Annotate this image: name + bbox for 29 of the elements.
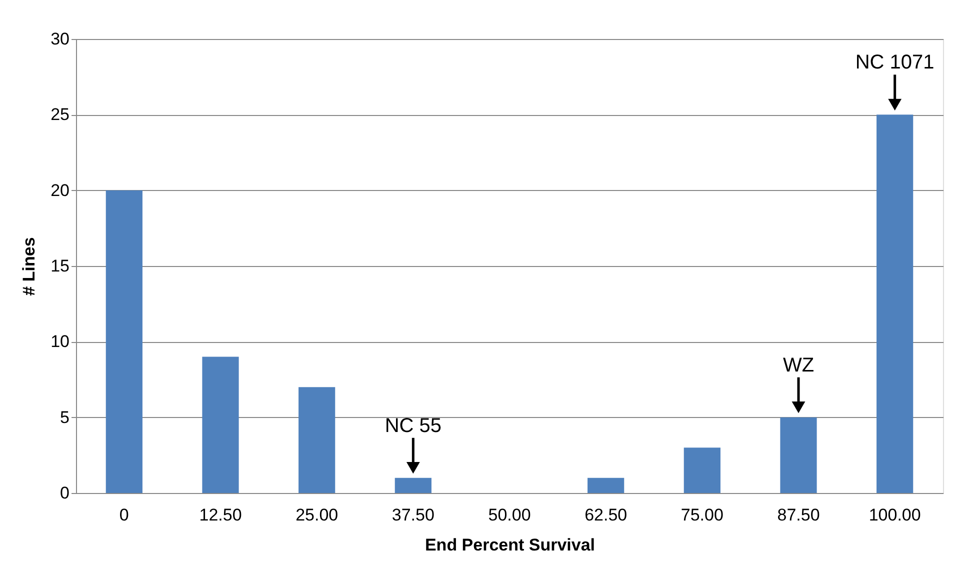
bar — [106, 190, 142, 493]
x-tick-label: 25.00 — [296, 506, 338, 524]
bar — [298, 387, 336, 493]
x-tick-label: 75.00 — [680, 506, 724, 524]
x-tick-label: 37.50 — [392, 506, 434, 524]
x-tick-label: 62.50 — [584, 506, 628, 524]
y-tick-label: 5 — [60, 408, 70, 427]
bar — [684, 448, 720, 493]
bar — [202, 356, 239, 493]
annotation: NC 1071 — [855, 52, 934, 74]
x-tick-label: 12.50 — [199, 506, 242, 524]
x-tick-label: 100.00 — [868, 506, 921, 524]
x-tick-label: 0 — [119, 506, 129, 524]
y-tick-label: 20 — [50, 180, 70, 200]
y-tick-label: 30 — [50, 30, 70, 48]
x-tick-label: 50.00 — [488, 506, 531, 524]
y-axis-title: # Lines — [20, 237, 39, 296]
x-tick-label: 87.50 — [777, 506, 820, 524]
x-axis-title: End Percent Survival — [424, 536, 596, 554]
y-tick-label: 10 — [50, 332, 70, 352]
bar — [780, 417, 817, 493]
annotation: WZ — [782, 354, 814, 376]
bar — [876, 114, 914, 493]
annotation: NC 55 — [384, 414, 442, 437]
bar — [394, 478, 432, 493]
y-tick-label: 0 — [60, 484, 70, 502]
y-tick-label: 25 — [50, 105, 70, 124]
y-tick-label: 15 — [50, 256, 70, 276]
bar — [588, 478, 624, 493]
